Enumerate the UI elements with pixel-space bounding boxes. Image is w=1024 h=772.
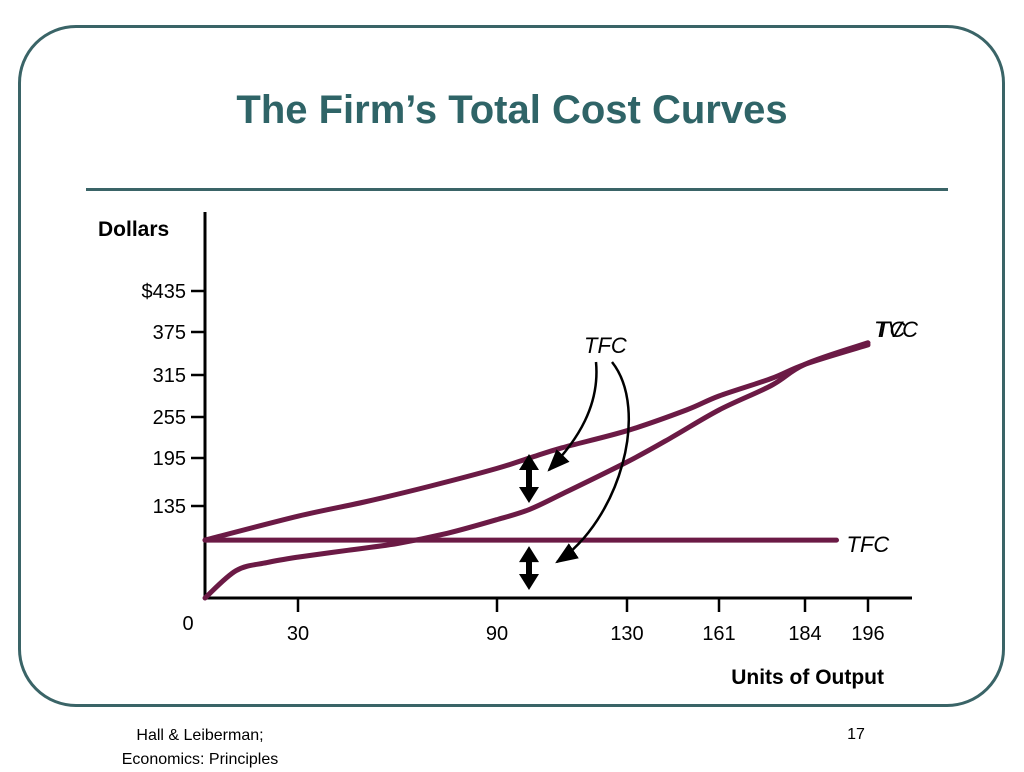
x-axis-title: Units of Output bbox=[731, 666, 884, 689]
x-tick-label: 196 bbox=[851, 623, 884, 645]
series-tvc-curve bbox=[202, 340, 871, 601]
series-tvc-label: TVC bbox=[874, 317, 918, 342]
y-tick-label: 195 bbox=[153, 448, 186, 470]
footer-line-1: Hall & Leiberman; bbox=[136, 727, 264, 744]
x-tick-label: 30 bbox=[287, 623, 309, 645]
tfc-pointer-arrow-lower bbox=[555, 361, 631, 564]
page-number: 17 bbox=[847, 726, 865, 743]
slide-frame bbox=[18, 25, 1005, 707]
footer-line-2: Economics: Principles bbox=[121, 751, 279, 768]
y-tick-label: 375 bbox=[153, 322, 186, 344]
y-tick-label: $435 bbox=[142, 281, 187, 303]
y-tick-label: 255 bbox=[153, 407, 186, 429]
title-divider bbox=[86, 188, 948, 191]
y-axis-title: Dollars bbox=[98, 218, 169, 241]
tfc-gap-arrow-head-up bbox=[519, 454, 539, 470]
slide-title: The Firm’s Total Cost Curves bbox=[236, 88, 788, 132]
tfc-gap-arrow-head-up bbox=[519, 546, 539, 563]
y-tick-label: 315 bbox=[153, 365, 186, 387]
tfc-pointer-arrow-upper bbox=[547, 361, 598, 472]
tfc-annotation-label: TFC bbox=[584, 333, 627, 358]
x-tick-label: 90 bbox=[486, 623, 508, 645]
series-tc-curve bbox=[202, 342, 871, 543]
tfc-gap-arrow-head-down bbox=[519, 487, 539, 503]
x-tick-label: 161 bbox=[702, 623, 735, 645]
tfc-gap-arrow-head-down bbox=[519, 574, 539, 590]
x-tick-label: 130 bbox=[610, 623, 643, 645]
x-tick-label: 184 bbox=[788, 623, 821, 645]
series-tc-label: TC bbox=[876, 317, 905, 342]
y-tick-label: 135 bbox=[153, 496, 186, 518]
origin-label: 0 bbox=[182, 613, 193, 635]
series-tfc-label: TFC bbox=[847, 532, 890, 557]
footer-citation: Hall & Leiberman; Economics: Principles bbox=[100, 724, 300, 772]
